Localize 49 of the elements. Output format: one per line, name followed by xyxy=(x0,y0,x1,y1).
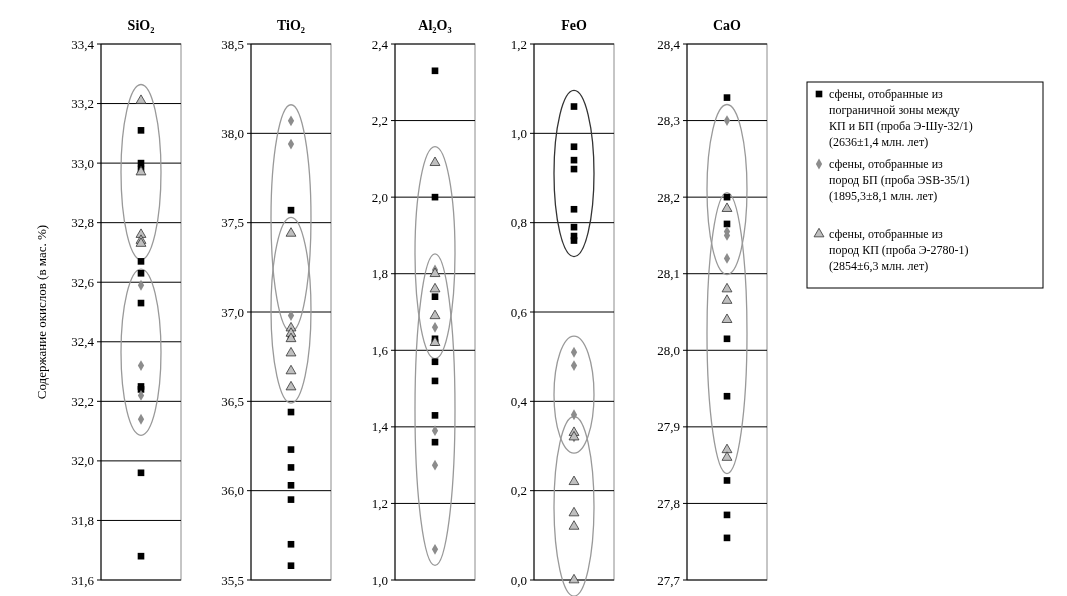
y-tick-label: 32,0 xyxy=(71,453,94,469)
y-tick-label: 31,6 xyxy=(71,572,95,588)
y-tick-label: 32,4 xyxy=(71,334,95,350)
y-tick-label: 32,2 xyxy=(71,393,94,409)
y-tick-label: 37,5 xyxy=(221,215,244,231)
y-tick-label: 33,0 xyxy=(71,155,94,171)
y-tick-label: 37,0 xyxy=(221,304,244,320)
y-tick-label: 38,0 xyxy=(221,125,244,141)
y-tick-label: 1,8 xyxy=(371,266,388,282)
y-tick-label: 2,4 xyxy=(371,36,389,52)
y-tick-label: 38,5 xyxy=(221,36,244,52)
y-tick-label: 36,5 xyxy=(221,393,244,409)
y-tick-label: 27,9 xyxy=(657,419,680,435)
y-tick-label: 0,8 xyxy=(510,215,527,231)
y-tick-label: 31,8 xyxy=(71,512,94,528)
y-tick-label: 28,4 xyxy=(657,36,681,52)
legend-label: сфены, отобранные из пород КП (проба Э-2780-1) (2854±6,3 млн. лет) xyxy=(829,227,969,273)
y-tick-label: 1,2 xyxy=(510,36,527,52)
chart-title: FeO xyxy=(561,18,587,33)
y-tick-label: 33,4 xyxy=(71,36,95,52)
y-tick-label: 1,4 xyxy=(371,419,389,435)
y-tick-label: 28,0 xyxy=(657,342,680,358)
y-tick-label: 0,4 xyxy=(510,393,528,409)
y-tick-label: 27,7 xyxy=(657,572,681,588)
y-tick-label: 28,2 xyxy=(657,189,680,205)
y-tick-label: 2,2 xyxy=(371,113,388,129)
y-tick-label: 32,8 xyxy=(71,215,94,231)
y-tick-label: 28,3 xyxy=(657,113,680,129)
y-tick-label: 27,8 xyxy=(657,495,680,511)
y-axis-title: Содержание окислов (в мас. %) xyxy=(34,224,49,400)
y-tick-label: 33,2 xyxy=(71,96,94,112)
y-tick-label: 2,0 xyxy=(371,189,388,205)
y-tick-label: 0,6 xyxy=(510,304,528,320)
legend-label: сфены, отобранные из пород БП (проба ЭSB-35/1) (1895,3±8,1 млн. лет) xyxy=(829,157,970,203)
chart-title: CaO xyxy=(713,18,742,33)
y-tick-label: 1,0 xyxy=(510,125,527,141)
chart-title: SiO₂ xyxy=(127,18,155,33)
y-tick-label: 28,1 xyxy=(657,266,680,282)
y-tick-label: 35,5 xyxy=(221,572,244,588)
y-tick-label: 0,2 xyxy=(510,483,527,499)
y-tick-label: 1,2 xyxy=(371,495,388,511)
chart-title: TiO₂ xyxy=(276,18,306,33)
chart-title: Al₂O₃ xyxy=(418,18,452,33)
y-tick-label: 1,6 xyxy=(371,342,389,358)
y-tick-label: 36,0 xyxy=(221,483,244,499)
y-tick-label: 0,0 xyxy=(510,572,527,588)
y-tick-label: 32,6 xyxy=(71,274,95,290)
legend-label: сфены, отобранные из пограничной зоны между КП и БП (проба Э-Шу-32/1) (2636±1,4 млн. лет) xyxy=(829,87,973,149)
y-tick-label: 1,0 xyxy=(371,572,388,588)
